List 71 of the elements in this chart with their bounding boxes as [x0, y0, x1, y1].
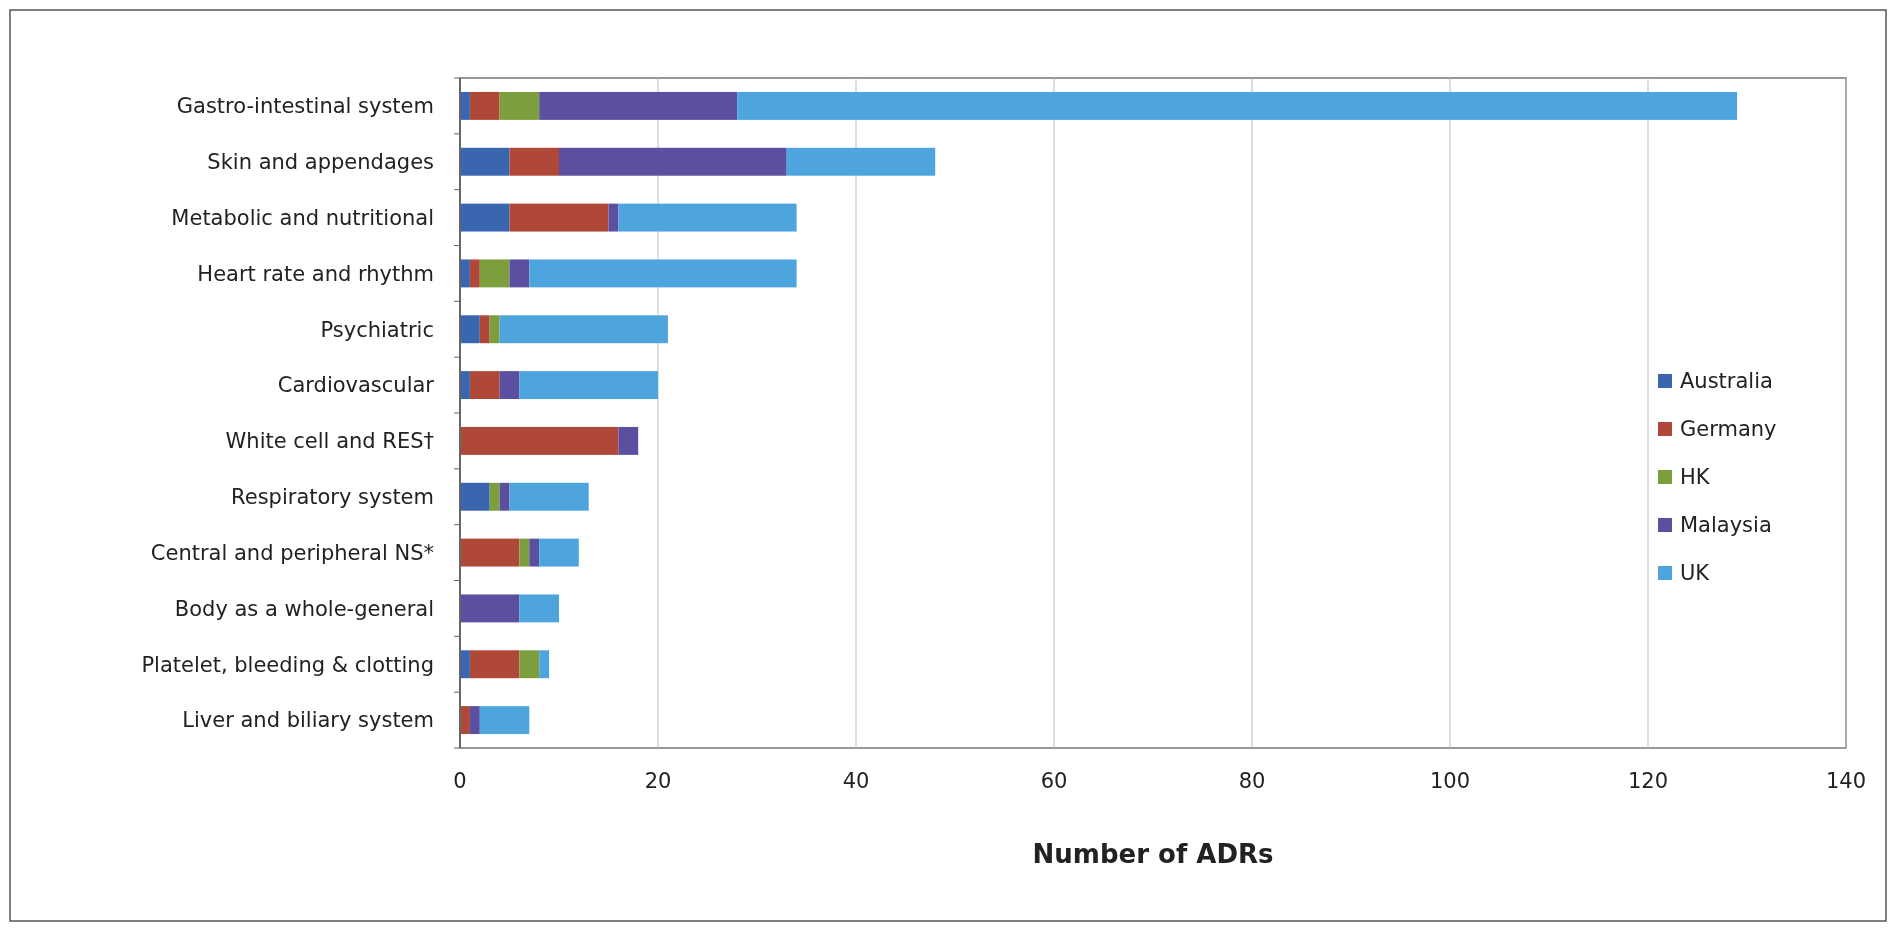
bar [469, 91, 500, 120]
bar [460, 706, 470, 735]
bar [529, 538, 540, 567]
x-axis-title: Number of ADRs [1032, 839, 1274, 869]
bar [519, 650, 540, 679]
legend-label: Australia [1680, 369, 1773, 394]
bar [499, 482, 510, 511]
x-tick-label: 80 [1238, 769, 1266, 793]
y-tick-label: Central and peripheral NS* [150, 540, 434, 565]
bar [786, 147, 936, 176]
x-tick-label: 100 [1429, 769, 1471, 793]
x-tick-label: 20 [644, 769, 672, 793]
bar [539, 650, 550, 679]
bar [469, 706, 480, 735]
x-tick-label: 60 [1040, 769, 1068, 793]
bar [460, 371, 470, 400]
bar [469, 650, 520, 679]
x-tick-label: 140 [1825, 769, 1867, 793]
bar [539, 91, 738, 120]
y-tick-label: Body as a whole-general [174, 596, 434, 621]
y-tick-label: Respiratory system [231, 485, 434, 510]
bar [529, 259, 797, 288]
bar [608, 203, 619, 232]
bar [460, 426, 619, 455]
y-tick-label: Cardiovascular [277, 373, 435, 398]
bar [469, 371, 500, 400]
y-tick-label: Psychiatric [320, 317, 434, 342]
bar [499, 315, 668, 344]
bar [479, 315, 490, 344]
bar [460, 91, 470, 120]
bar [460, 147, 510, 176]
x-tick-label: 120 [1627, 769, 1669, 793]
bar [509, 259, 530, 288]
bar [479, 706, 530, 735]
bar [737, 91, 1738, 120]
legend-label: Malaysia [1680, 513, 1772, 538]
bar [509, 482, 589, 511]
y-tick-label: Liver and biliary system [182, 708, 434, 733]
x-tick-label: 40 [842, 769, 870, 793]
bar [499, 91, 540, 120]
bar [618, 203, 797, 232]
bar [618, 426, 639, 455]
y-tick-label: Skin and appendages [207, 150, 434, 175]
y-tick-label: Metabolic and nutritional [171, 205, 434, 230]
bar [559, 147, 787, 176]
y-tick-label: White cell and RES† [225, 429, 434, 454]
y-tick-label: Platelet, bleeding & clotting [141, 652, 434, 677]
legend-label: Germany [1680, 417, 1777, 442]
bar [499, 371, 520, 400]
bar [460, 594, 520, 623]
bar [489, 482, 500, 511]
bar [479, 259, 510, 288]
bar [519, 371, 658, 400]
bar [460, 315, 480, 344]
y-tick-label: Heart rate and rhythm [197, 261, 434, 286]
bar [509, 203, 609, 232]
legend-label: HK [1680, 465, 1711, 490]
bar [539, 538, 579, 567]
bar [519, 538, 530, 567]
y-tick-label: Gastro-intestinal system [176, 94, 434, 119]
bar [460, 538, 520, 567]
bar [509, 147, 559, 176]
bar [460, 482, 490, 511]
x-tick-label: 0 [453, 769, 467, 793]
legend-label: UK [1680, 561, 1711, 586]
bar [519, 594, 559, 623]
bar [460, 203, 510, 232]
bar [460, 259, 470, 288]
bar [460, 650, 470, 679]
bar [489, 315, 500, 344]
bar [469, 259, 480, 288]
